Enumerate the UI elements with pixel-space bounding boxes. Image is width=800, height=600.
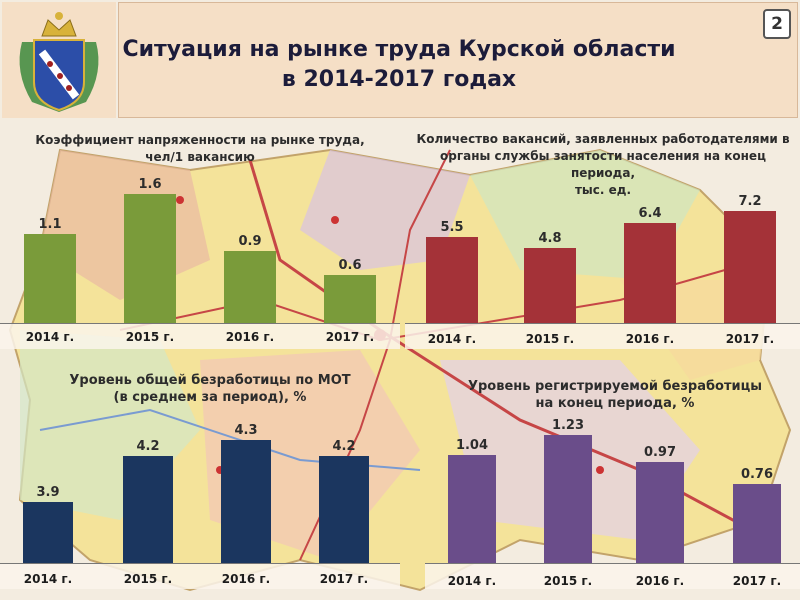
page-title-line-2: в 2014-2017 годах: [281, 67, 517, 92]
chart-ilo-value-label: 4.2: [332, 438, 356, 454]
chart-tension-bar: [224, 250, 276, 323]
chart-vacancies-title-line-2: органы службы занятости населения на кон…: [440, 149, 766, 180]
chart-ilo-bar: [23, 501, 73, 563]
chart-tension-bar: [124, 194, 176, 323]
chart-ilo-bar: [319, 455, 369, 563]
chart-tension-bar: [324, 274, 376, 323]
chart-tension-category-label: 2016 г.: [225, 330, 275, 344]
chart-tension-value-label: 1.6: [138, 177, 162, 193]
chart-tension-title-line-1: Коэффициент напряженности на рынке труда…: [35, 133, 365, 147]
title-banner: Ситуация на рынке труда Курской области …: [118, 2, 798, 118]
chart-registered-title-line-2: на конец периода, %: [535, 396, 695, 411]
chart-tension-category-label: 2017 г.: [325, 330, 375, 344]
chart-registered-axis-line: [425, 563, 800, 564]
chart-ilo-category-label: 2017 г.: [319, 572, 369, 586]
chart-vacancies-value-label: 4.8: [538, 231, 562, 246]
chart-registered-bar: [544, 435, 592, 563]
chart-ilo-title-line-2: (в среднем за период), %: [113, 390, 307, 405]
chart-registered-category-label: 2015 г.: [543, 574, 593, 588]
chart-vacancies-bar: [524, 248, 576, 323]
chart-tension-title: Коэффициент напряженности на рынке труда…: [20, 132, 380, 166]
chart-vacancies-category-label: 2016 г.: [625, 332, 675, 346]
chart-vacancies-axis-line: [405, 323, 800, 324]
chart-registered-category-label: 2014 г.: [447, 574, 497, 588]
chart-vacancies-value-label: 5.5: [440, 220, 464, 236]
chart-registered-value-label: 1.23: [551, 418, 585, 434]
chart-vacancies-value-label: 7.2: [738, 193, 762, 209]
chart-vacancies-category-strip: [405, 323, 800, 349]
chart-vacancies-category-label: 2014 г.: [427, 332, 477, 346]
chart-registered-category-label: 2016 г.: [635, 574, 685, 588]
chart-registered-value-label: 1.04: [455, 438, 489, 453]
chart-ilo-category-label: 2015 г.: [123, 572, 173, 586]
chart-tension-category-strip: [0, 323, 400, 349]
chart-tension-category-label: 2014 г.: [25, 330, 75, 344]
coat-of-arms-emblem: [2, 2, 116, 118]
chart-vacancies-value-label: 6.4: [638, 206, 662, 221]
chart-ilo-bar: [221, 440, 271, 563]
chart-tension-value-label: 0.9: [238, 233, 262, 249]
chart-ilo-bar: [123, 455, 173, 563]
chart-ilo-category-label: 2016 г.: [221, 572, 271, 586]
chart-vacancies-category-label: 2015 г.: [525, 332, 575, 346]
chart-registered-bar: [636, 462, 684, 563]
chart-vacancies-bar: [426, 237, 478, 323]
chart-tension-bar: [24, 234, 76, 323]
chart-tension-title-line-2: чел/1 вакансию: [145, 150, 255, 164]
chart-ilo-value-label: 4.3: [234, 423, 258, 439]
chart-vacancies-title-line-1: Количество вакансий, заявленных работода…: [416, 132, 790, 146]
chart-ilo-title-line-1: Уровень общей безработицы по МОТ: [69, 373, 351, 388]
chart-ilo-value-label: 4.2: [136, 438, 160, 454]
chart-vacancies-title-line-3: тыс. ед.: [574, 183, 632, 197]
chart-ilo-title: Уровень общей безработицы по МОТ (в сред…: [20, 372, 400, 406]
chart-ilo-category-label: 2014 г.: [23, 572, 73, 586]
chart-tension-value-label: 1.1: [38, 217, 62, 233]
chart-vacancies-bar: [624, 223, 676, 323]
chart-registered-title: Уровень регистрируемой безработицы на ко…: [430, 378, 800, 412]
page-title-line-1: Ситуация на рынке труда Курской области: [122, 37, 676, 62]
chart-vacancies-category-label: 2017 г.: [725, 332, 775, 346]
chart-vacancies-bar: [724, 210, 776, 323]
chart-registered-title-line-1: Уровень регистрируемой безработицы: [467, 379, 763, 394]
chart-tension-category-label: 2015 г.: [125, 330, 175, 344]
chart-ilo-value-label: 3.9: [36, 484, 60, 500]
chart-tension-value-label: 0.6: [338, 257, 362, 273]
page-number-badge: 2: [763, 9, 791, 39]
chart-registered-value-label: 0.97: [643, 445, 677, 461]
chart-registered-category-strip: [425, 563, 800, 589]
chart-ilo-axis-line: [0, 563, 400, 564]
chart-vacancies-title: Количество вакансий, заявленных работода…: [410, 131, 796, 199]
chart-registered-bar: [733, 484, 781, 563]
chart-tension-axis-line: [0, 323, 400, 324]
chart-registered-value-label: 0.76: [740, 467, 774, 483]
chart-registered-bar: [448, 455, 496, 563]
chart-ilo-category-strip: [0, 563, 400, 589]
chart-registered-category-label: 2017 г.: [732, 574, 782, 588]
